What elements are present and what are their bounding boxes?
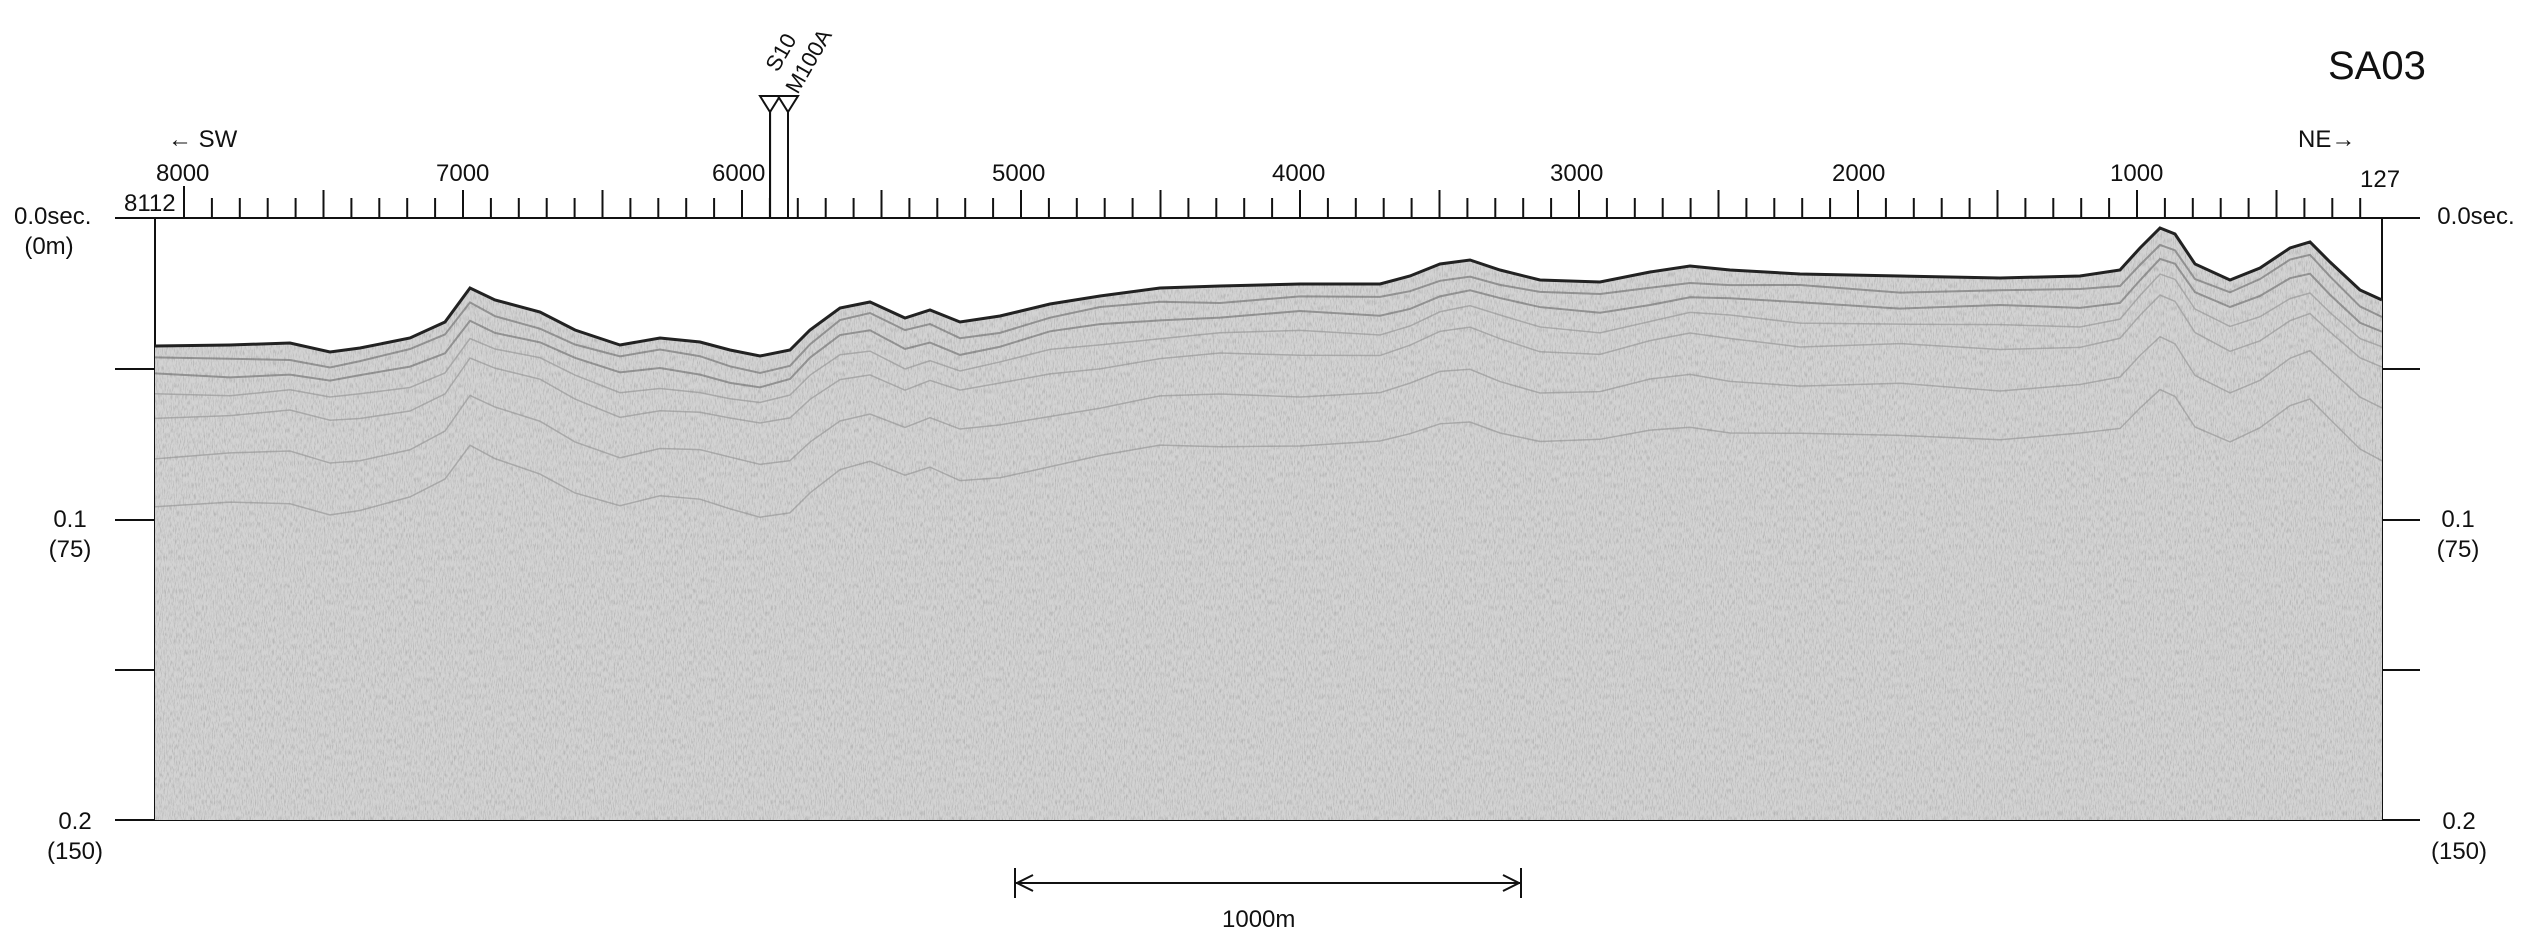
time-right-0-time: 0.0sec. [2437, 203, 2515, 230]
subsurface-reflections [155, 228, 2382, 820]
trace-label-2000: 2000 [1832, 160, 1886, 187]
time-left-2-depth: (150) [46, 838, 104, 865]
trace-label-1000: 1000 [2110, 160, 2164, 187]
marker-s10-triangle [758, 95, 782, 114]
time-left-1: 0.1 (75) [40, 505, 100, 565]
trace-label-7000: 7000 [436, 160, 490, 187]
reflector-line [155, 273, 2382, 404]
time-left-2: 0.2 (150) [40, 807, 110, 867]
trace-axis-ticks [183, 186, 2362, 218]
time-right-2: 0.2 (150) [2424, 807, 2494, 867]
reflector-line [155, 335, 2382, 466]
reflector-line [155, 388, 2382, 518]
time-left-0-time: 0.0sec. [14, 203, 92, 230]
time-left-1-depth: (75) [48, 536, 92, 563]
profile-title: SA03 [2328, 44, 2426, 88]
time-left-2-time: 0.2 [58, 808, 92, 835]
trace-end-label: 127 [2360, 166, 2401, 193]
time-right-0: 0.0sec. [2428, 202, 2524, 232]
seafloor-reflector [154, 226, 2383, 358]
time-left-1-time: 0.1 [53, 506, 87, 533]
reflector-line [155, 243, 2382, 375]
trace-start-label: 8112 [124, 190, 176, 217]
trace-label-8000: 8000 [156, 160, 210, 187]
time-axis-ticks [115, 217, 2420, 821]
trace-label-5000: 5000 [992, 160, 1046, 187]
trace-label-3000: 3000 [1550, 160, 1604, 187]
trace-label-6000: 6000 [712, 160, 766, 187]
direction-ne-label: NE→ [2298, 126, 2356, 153]
time-left-0-depth: (0m) [24, 233, 74, 260]
time-right-1-time: 0.1 [2441, 506, 2475, 533]
time-right-2-time: 0.2 [2442, 808, 2476, 835]
time-right-2-depth: (150) [2430, 838, 2488, 865]
marker-m100a-triangle [776, 95, 800, 114]
time-left-0: 0.0sec. (0m) [14, 202, 92, 262]
scale-bar-label: 1000m [1222, 906, 1296, 933]
site-markers [758, 95, 800, 219]
time-right-1-depth: (75) [2436, 536, 2480, 563]
reflector-line [155, 294, 2382, 424]
time-right-1: 0.1 (75) [2428, 505, 2488, 565]
reflector-line [155, 257, 2382, 389]
direction-sw-label: ← SW [168, 126, 238, 153]
scale-bar [1014, 868, 1522, 898]
trace-label-4000: 4000 [1272, 160, 1326, 187]
